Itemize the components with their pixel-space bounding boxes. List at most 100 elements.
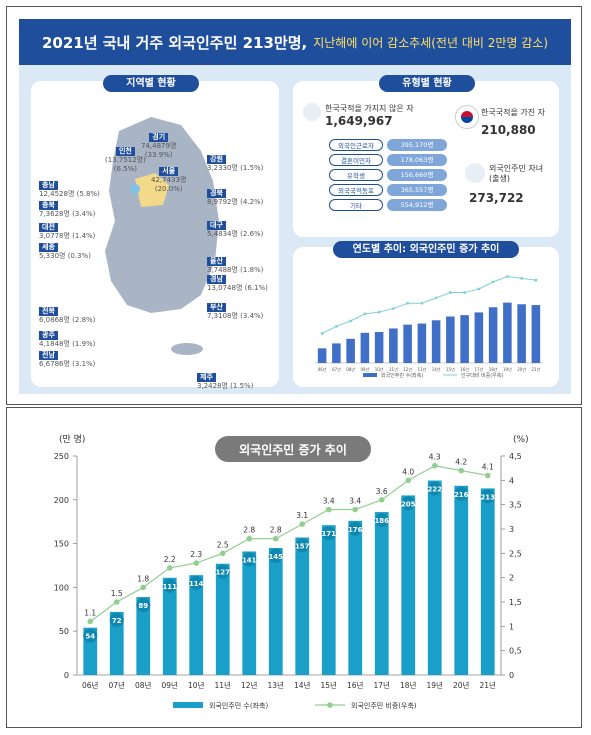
mini-x-tick: 19년	[503, 366, 512, 372]
bar	[348, 520, 363, 675]
share-value-label: 4.0	[402, 467, 414, 476]
share-point	[325, 506, 332, 513]
mini-line-point	[349, 319, 353, 323]
share-line	[89, 465, 488, 622]
region-value: 5,4834명 (2.6%)	[207, 230, 264, 238]
share-point	[193, 560, 200, 566]
mini-line-point	[520, 276, 524, 280]
type-category-value: 178,063명	[387, 154, 447, 166]
type-category-row: 결혼이민자 178,063명	[329, 154, 449, 166]
share-value-label: 2.3	[190, 550, 202, 559]
infographic-panel: 2021년 국내 거주 외국인주민 213만명, 지난해에 이어 감소추세(전년…	[19, 19, 571, 394]
region-label: 충남 12,4528명 (5.8%)	[39, 181, 100, 199]
right-tick-label: 4,5	[509, 452, 522, 461]
mini-x-tick: 06년	[318, 366, 327, 372]
mini-bar	[446, 316, 455, 363]
mini-line-point	[391, 307, 395, 310]
mini-bar	[503, 302, 512, 363]
share-point	[299, 521, 306, 527]
share-value-label: 3.4	[349, 497, 361, 506]
mini-line-point	[320, 332, 324, 335]
bar-value-label: 171	[321, 530, 336, 538]
region-label: 세종 5,330명 (0.3%)	[39, 243, 91, 261]
bar	[454, 485, 469, 675]
mini-line-point	[363, 312, 367, 316]
mini-x-tick: 15년	[446, 366, 455, 372]
bar-value-label: 157	[295, 542, 310, 550]
region-name: 전남	[39, 351, 58, 360]
type-category-value: 554,912명	[387, 199, 447, 211]
mini-line-point	[491, 280, 495, 284]
left-axis-unit: (만 명)	[59, 434, 85, 445]
share-point	[405, 477, 412, 484]
mini-bar	[417, 323, 427, 363]
trend-pill: 연도별 추이: 외국인주민 증가 추이	[333, 241, 519, 258]
mini-x-tick: 07년	[332, 366, 341, 372]
bar-value-label: 216	[454, 491, 469, 499]
share-point	[431, 462, 438, 469]
share-point	[272, 535, 279, 542]
type-category-label: 결혼이민자	[329, 154, 383, 166]
children-sub: (출생)	[489, 174, 510, 183]
left-tick-label: 250	[54, 452, 69, 461]
region-label: 경남 13,0748명 (6.1%)	[207, 275, 268, 293]
mini-bar	[474, 312, 484, 363]
region-value: 12,4528명 (5.8%)	[39, 190, 100, 198]
left-tick-label: 0	[64, 671, 69, 680]
type-pill: 유형별 현황	[379, 75, 475, 92]
right-tick-label: 0	[509, 671, 514, 680]
region-label: 부산 7,3108명 (3.4%)	[207, 303, 263, 321]
with-nationality-value: 210,880	[481, 123, 536, 137]
bar-value-label: 54	[85, 633, 95, 641]
type-category-row: 외국인근로자 395,170명	[329, 139, 449, 151]
bar	[268, 547, 283, 675]
x-tick-label: 06년	[82, 680, 99, 690]
region-value: 6,0868명 (2.8%)	[39, 316, 96, 324]
bar-value-label: 186	[374, 517, 389, 525]
regional-panel: 지역별 현황 경기 74,4879명 (33.9%) 서울 42,7433명 (20.0%…	[31, 75, 279, 390]
bar-value-badge	[321, 526, 336, 541]
x-tick-label: 07년	[109, 680, 126, 690]
region-value: 7,3108명 (3.4%)	[207, 312, 264, 320]
mini-trend-chart: 06년 07년 08년 09년 10년 11년 12년 13년 14년 15년 16년 17년 18년 1…	[315, 275, 543, 379]
bar-value-badge	[295, 538, 310, 553]
mini-line-point	[534, 278, 538, 282]
bar-value-label: 176	[348, 526, 363, 534]
region-name: 강원	[207, 155, 226, 164]
right-tick-label: 4	[509, 476, 514, 485]
mini-bar	[346, 338, 355, 363]
bar-value-badge	[480, 489, 495, 504]
share-point	[484, 472, 491, 479]
mini-line-point	[505, 275, 509, 278]
type-category-row: 유학생 156,660명	[329, 169, 449, 181]
region-value: 74,4879명	[141, 142, 177, 150]
chart-title: 외국인주민 증가 추이	[239, 442, 347, 457]
mini-bar	[460, 315, 469, 363]
region-value: 13,0748명 (6.1%)	[207, 284, 268, 292]
mini-x-tick: 20년	[517, 366, 526, 372]
region-label: 전북 6,0868명 (2.8%)	[39, 307, 95, 325]
type-category-label: 기타	[329, 199, 383, 211]
share-value-label: 4.3	[429, 453, 441, 462]
region-pct: (20.0%)	[154, 185, 183, 193]
share-value-label: 3.1	[296, 511, 308, 520]
region-name: 대전	[39, 223, 58, 232]
share-point	[140, 584, 147, 591]
mini-bar	[431, 320, 441, 363]
region-name: 울산	[207, 257, 226, 266]
bar	[480, 488, 495, 675]
share-value-label: 2.8	[243, 526, 255, 535]
mini-line-point	[448, 291, 452, 294]
mini-line-point	[477, 287, 481, 291]
mini-x-tick: 14년	[432, 366, 441, 372]
main-chart: (만 명) (%) 외국인주민 증가 추이 0 50 100 150 200 250 0 0,…	[54, 434, 529, 710]
left-tick-label: 50	[59, 627, 69, 636]
share-value-label: 1.5	[111, 589, 123, 598]
x-tick-label: 08년	[135, 680, 152, 690]
bar	[109, 611, 124, 675]
region-label: 강원 3,2330명 (1.5%)	[207, 155, 263, 173]
bar-value-badge	[242, 552, 257, 567]
right-tick-label: 3	[509, 525, 514, 534]
mini-legend-bar-swatch	[363, 373, 377, 377]
mini-x-tick: 13년	[417, 366, 426, 372]
